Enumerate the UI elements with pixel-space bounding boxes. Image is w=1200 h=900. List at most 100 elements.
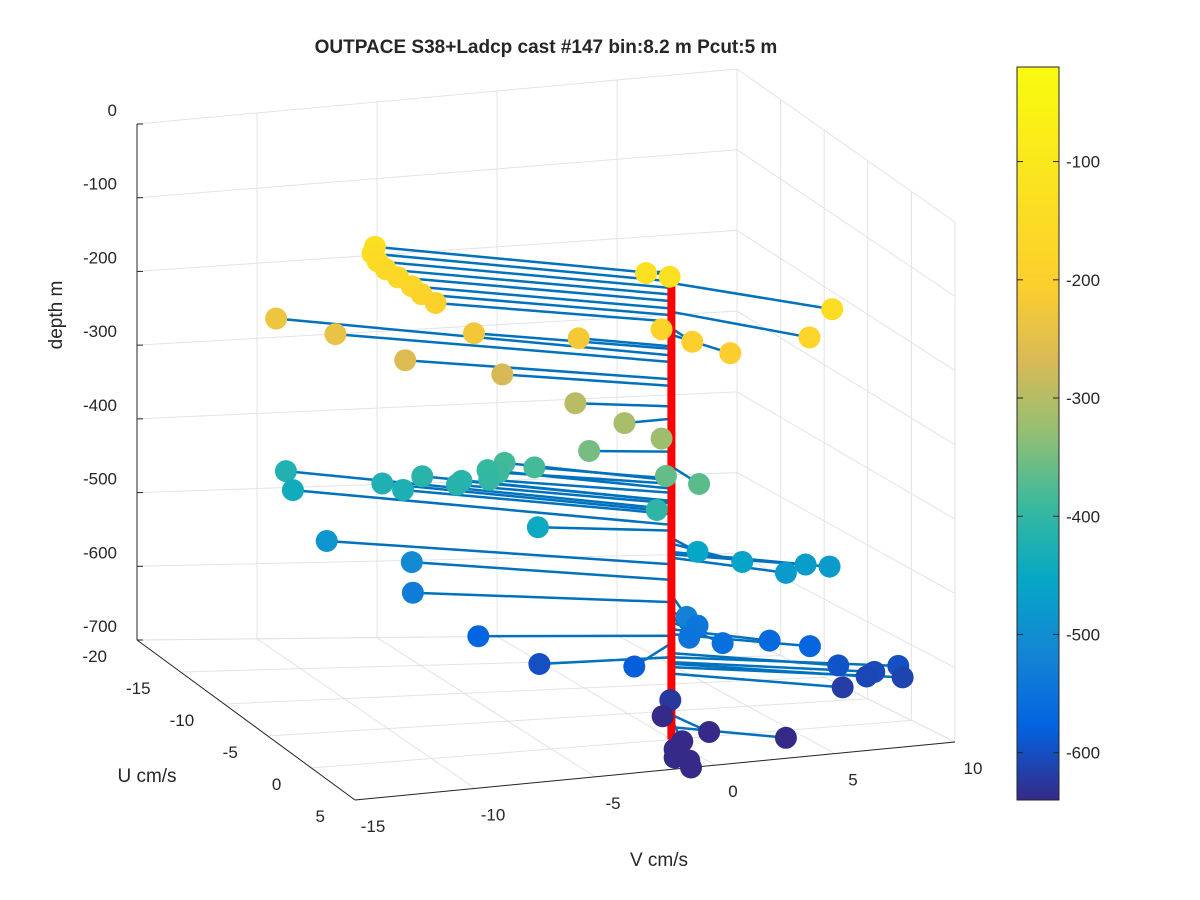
x-axis-label: V cm/s — [630, 850, 688, 871]
grid-line — [311, 719, 912, 769]
z-tick-label: -500 — [83, 470, 117, 489]
grid-line — [376, 637, 596, 778]
depth-marker — [698, 720, 721, 743]
axis-tick-labels: 0-100-200-300-400-500-600-700-20-15-10-5… — [82, 101, 982, 836]
depth-marker — [528, 653, 551, 676]
x-tick-label: 10 — [964, 759, 983, 778]
velocity-stick — [402, 488, 672, 516]
depth-marker — [731, 550, 754, 573]
x-tick-label: 0 — [728, 782, 737, 801]
velocity-stick — [487, 468, 672, 490]
depth-marker — [526, 516, 549, 539]
grid-line — [736, 149, 956, 297]
grid-line — [136, 391, 738, 420]
velocity-stick — [578, 337, 672, 348]
velocity-stick — [326, 539, 672, 566]
grid-line — [736, 68, 956, 223]
depth-marker — [411, 465, 434, 488]
velocity-sticks — [276, 245, 903, 769]
depth-marker — [798, 635, 821, 658]
depth-markers — [265, 235, 914, 779]
depth-marker — [831, 676, 854, 699]
velocity-stick — [539, 655, 672, 666]
depth-marker — [635, 262, 658, 285]
depth-marker — [688, 472, 711, 495]
depth-marker — [578, 439, 601, 462]
depth-marker — [401, 581, 424, 604]
velocity-stick — [589, 449, 672, 453]
grid-line — [136, 552, 738, 567]
depth-marker — [719, 342, 742, 365]
depth-marker — [462, 322, 485, 345]
grid-line — [736, 472, 956, 594]
z-tick-label: -700 — [83, 617, 117, 636]
y-tick-label: -5 — [223, 743, 238, 762]
x-axis-line — [354, 741, 956, 801]
velocity-stick — [411, 284, 672, 310]
y-tick-label: -15 — [126, 679, 151, 698]
depth-marker — [315, 529, 338, 552]
velocity-stick — [374, 245, 672, 277]
y-tick-label: -10 — [170, 711, 195, 730]
depth-marker — [274, 460, 297, 483]
velocity-stick — [411, 560, 672, 582]
velocity-stick — [671, 725, 787, 740]
grid-line — [256, 638, 476, 789]
depth-marker — [371, 472, 394, 495]
velocity-stick — [671, 281, 833, 311]
z-tick-label: -300 — [83, 322, 117, 341]
y-axis-line — [136, 639, 356, 801]
depth-marker — [445, 473, 468, 496]
grid-line — [136, 310, 738, 346]
z-tick-label: 0 — [108, 101, 117, 120]
velocity-stick — [421, 293, 672, 317]
depth-marker — [827, 654, 850, 677]
depth-marker — [613, 412, 636, 435]
velocity-stick — [671, 310, 810, 339]
z-tick-label: -200 — [83, 248, 117, 267]
depth-marker — [711, 632, 734, 655]
depth-marker — [821, 298, 844, 321]
colorbar-ticks: -100 -200 -300 -400 -500 -600 — [1017, 153, 1100, 763]
depth-marker — [467, 625, 490, 648]
depth-marker — [394, 349, 417, 372]
velocity-stick — [412, 591, 672, 604]
depth-marker — [681, 330, 704, 353]
z-tick-label: -100 — [83, 175, 117, 194]
depth-marker — [855, 665, 878, 688]
depth-marker — [650, 318, 673, 341]
colorbar-tick-label: -300 — [1066, 389, 1100, 408]
x-tick-label: 5 — [848, 771, 857, 790]
velocity-stick — [382, 482, 672, 513]
depth-marker — [281, 479, 304, 502]
depth-marker — [794, 553, 817, 576]
grid-line — [736, 391, 956, 520]
depth-marker — [678, 626, 701, 649]
y-axis-label: U cm/s — [117, 766, 176, 787]
grid-line — [136, 68, 738, 125]
colorbar-tick-label: -100 — [1066, 153, 1100, 172]
grid-line — [136, 229, 738, 272]
velocity-stick — [397, 276, 672, 303]
depth-marker — [523, 456, 546, 479]
depth-marker — [686, 540, 709, 563]
depth-marker — [774, 561, 797, 584]
velocity-stick — [502, 373, 672, 388]
colorbar-tick-label: -400 — [1066, 507, 1100, 526]
y-tick-label: -20 — [82, 647, 107, 666]
grid-line — [224, 676, 825, 705]
colorbar-tick-label: -600 — [1066, 744, 1100, 763]
y-tick-label: 0 — [272, 775, 281, 794]
velocity-stick — [537, 526, 672, 532]
grid-line — [736, 230, 956, 371]
depth-marker — [324, 323, 347, 346]
chart-title: OUTPACE S38+Ladcp cast #147 bin:8.2 m Pc… — [315, 37, 778, 58]
depth-marker — [798, 326, 821, 349]
depth-marker — [645, 499, 668, 522]
depth-marker — [650, 427, 673, 450]
depth-marker — [654, 465, 677, 488]
z-axis-label: depth m — [46, 281, 67, 350]
depth-marker — [623, 655, 646, 678]
depth-marker — [478, 468, 501, 491]
